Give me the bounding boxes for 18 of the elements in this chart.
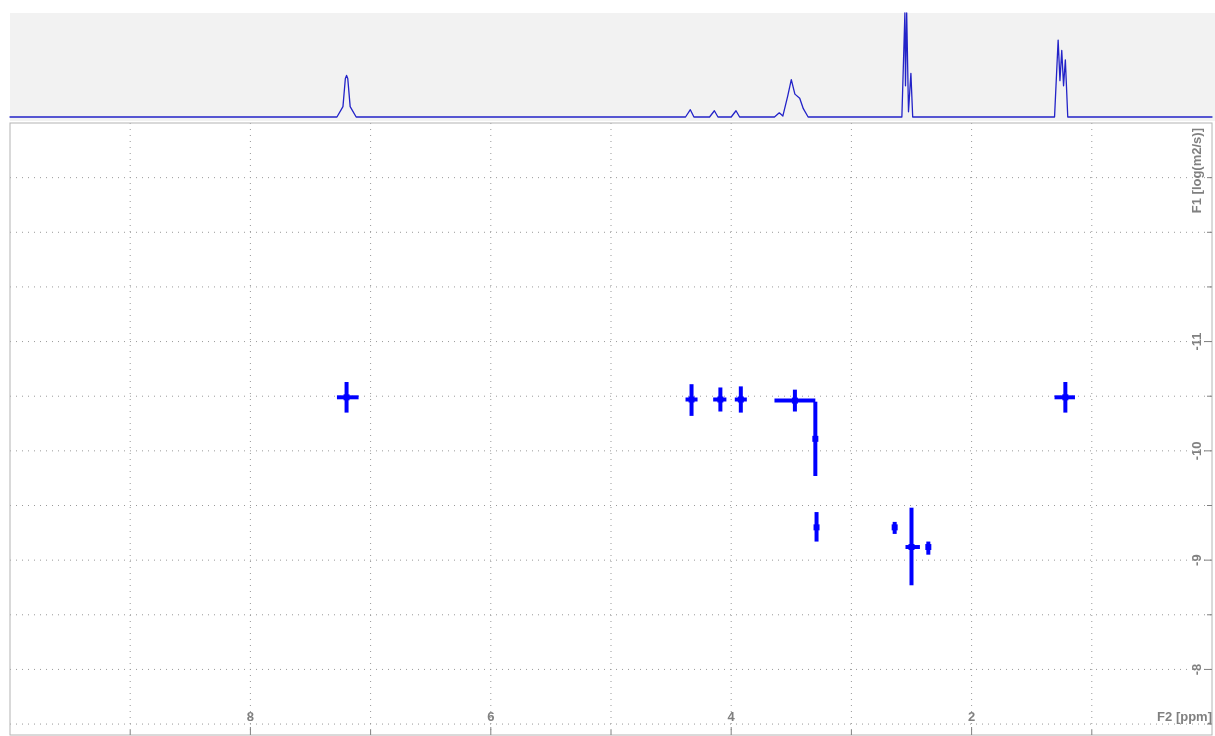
point (812, 435, 819, 442)
y-axis-title: F1 [log(m2/s)] (1189, 128, 1204, 214)
y-tick-label: -10 (1189, 441, 1204, 461)
point (1062, 394, 1069, 401)
point (791, 397, 798, 404)
x-tick-label: 4 (727, 709, 736, 724)
x-tick-label: 8 (246, 709, 255, 724)
y-tick-label: -8 (1189, 663, 1204, 676)
x-axis-title: F2 [ppm] (1157, 709, 1212, 724)
x-tick-label: 2 (967, 709, 976, 724)
point (925, 544, 932, 551)
point (908, 544, 915, 551)
point (813, 524, 820, 531)
point (717, 396, 724, 403)
x-tick-label: 6 (487, 709, 495, 724)
y-tick-label: -11 (1189, 332, 1204, 351)
y-tick-label: -9 (1189, 554, 1204, 566)
point (343, 394, 350, 401)
